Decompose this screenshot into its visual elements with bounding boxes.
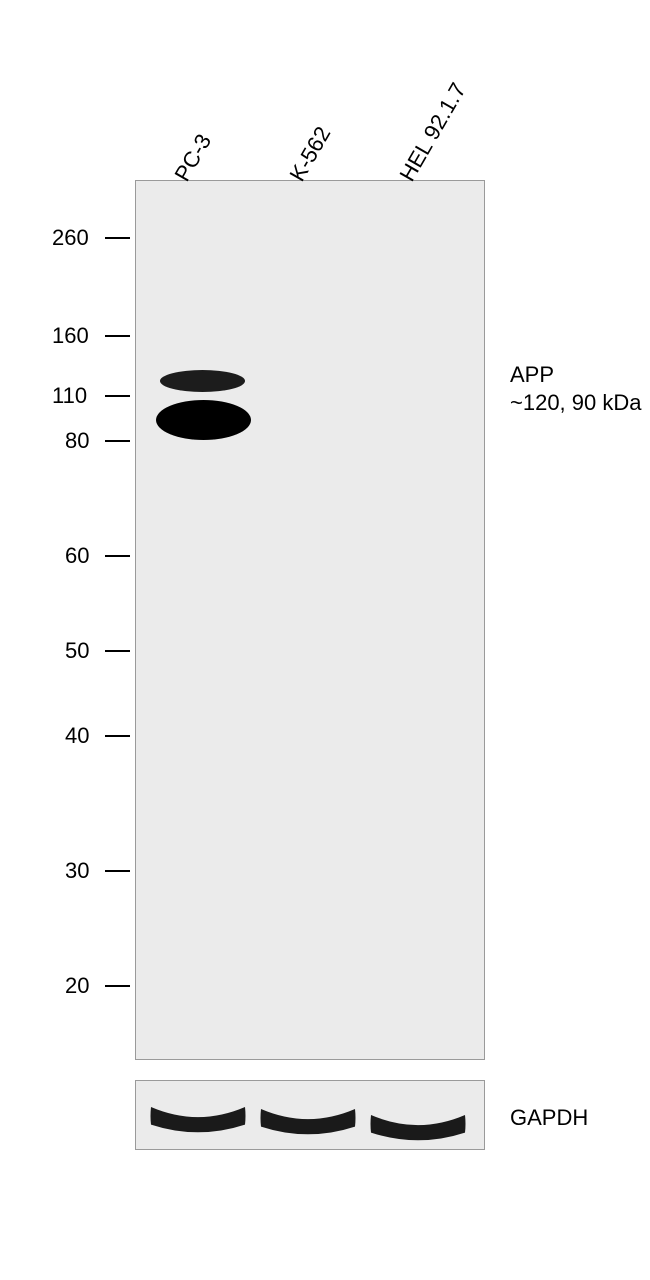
lane-label: HEL 92.1.7 bbox=[394, 78, 471, 186]
marker-label: 40 bbox=[65, 723, 89, 749]
marker-tick bbox=[105, 237, 130, 239]
lane-label: K-562 bbox=[284, 122, 336, 186]
main-blot bbox=[135, 180, 485, 1060]
marker-tick bbox=[105, 555, 130, 557]
protein-band bbox=[156, 400, 251, 440]
marker-tick bbox=[105, 985, 130, 987]
target-label-line2: ~120, 90 kDa bbox=[510, 390, 641, 416]
gapdh-band bbox=[258, 1104, 358, 1142]
gapdh-label: GAPDH bbox=[510, 1105, 588, 1131]
marker-tick bbox=[105, 735, 130, 737]
marker-label: 260 bbox=[52, 225, 89, 251]
marker-label: 160 bbox=[52, 323, 89, 349]
target-label-line1: APP bbox=[510, 362, 554, 388]
marker-label: 110 bbox=[52, 383, 87, 409]
marker-label: 20 bbox=[65, 973, 89, 999]
marker-tick bbox=[105, 870, 130, 872]
marker-tick bbox=[105, 395, 130, 397]
marker-label: 60 bbox=[65, 543, 89, 569]
gapdh-band bbox=[148, 1102, 248, 1140]
marker-tick bbox=[105, 650, 130, 652]
gapdh-band bbox=[368, 1110, 468, 1148]
protein-band bbox=[160, 370, 245, 392]
marker-label: 30 bbox=[65, 858, 89, 884]
marker-tick bbox=[105, 335, 130, 337]
marker-label: 80 bbox=[65, 428, 89, 454]
marker-tick bbox=[105, 440, 130, 442]
marker-label: 50 bbox=[65, 638, 89, 664]
lane-label: PC-3 bbox=[169, 130, 217, 186]
